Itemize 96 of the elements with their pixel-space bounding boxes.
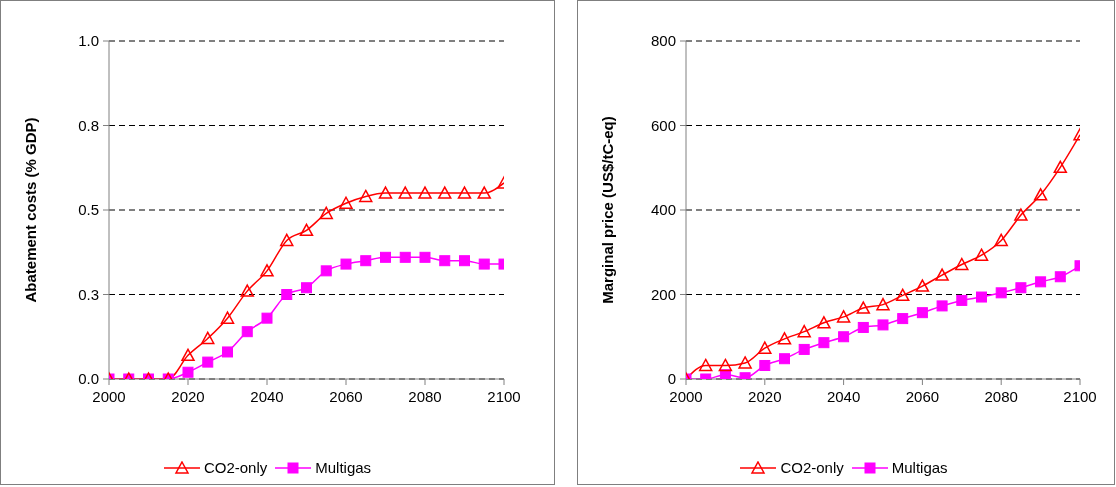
point (719, 369, 731, 379)
point (916, 307, 928, 319)
point (994, 233, 1008, 247)
point (856, 301, 871, 314)
point (418, 186, 432, 199)
point (340, 258, 352, 270)
y-axis-title: Abatement costs (% GDP) (22, 117, 40, 303)
point (201, 331, 215, 345)
point (280, 233, 294, 247)
point (718, 358, 733, 372)
point (897, 313, 909, 325)
point (955, 257, 969, 271)
y-tick-label: 0.5 (78, 201, 99, 219)
point (319, 206, 333, 220)
y-tick-label: 0.0 (78, 370, 99, 388)
point (182, 366, 194, 378)
point (1015, 282, 1027, 294)
point (241, 326, 253, 338)
point (261, 312, 273, 324)
x-tick-label: 2000 (92, 387, 126, 405)
x-tick-label: 2040 (250, 387, 284, 405)
x-tick-label: 2020 (748, 387, 782, 405)
point (359, 189, 373, 203)
point (838, 331, 850, 343)
point (398, 186, 412, 199)
legend-label: CO2-only (203, 459, 268, 476)
point (817, 316, 831, 329)
y-tick-label: 800 (650, 32, 676, 50)
point (240, 284, 254, 297)
point (378, 186, 393, 199)
point (1035, 276, 1047, 288)
point (339, 196, 353, 209)
point (1033, 188, 1048, 201)
point (995, 287, 1007, 299)
point (220, 311, 235, 324)
point (301, 282, 312, 294)
point (758, 341, 772, 354)
point (1054, 271, 1066, 283)
point (478, 258, 490, 270)
point (419, 251, 431, 263)
point (915, 279, 930, 292)
x-tick-label: 2040 (826, 387, 861, 405)
y-tick-label: 0 (667, 370, 676, 388)
point (320, 265, 332, 277)
x-tick-label: 2060 (329, 387, 363, 405)
point (877, 319, 889, 331)
y-axis-title: Marginal price (US$/tC-eq) (599, 116, 617, 304)
x-tick-label: 2100 (1063, 387, 1097, 405)
point (380, 251, 391, 263)
point (876, 297, 890, 311)
point (1014, 208, 1028, 221)
point (797, 324, 811, 338)
point (974, 248, 989, 261)
point (738, 356, 752, 369)
point (202, 356, 214, 368)
x-tick-label: 2080 (984, 387, 1018, 405)
legend-label: Multigas (315, 459, 372, 476)
y-tick-label: 400 (650, 201, 676, 219)
point (457, 186, 472, 199)
point (1053, 160, 1068, 174)
y-tick-label: 0.3 (78, 285, 99, 303)
x-tick-label: 2100 (487, 387, 521, 405)
point (956, 294, 968, 306)
legend-label: Multigas (891, 459, 948, 476)
y-tick-label: 200 (650, 285, 676, 303)
point (299, 223, 314, 237)
point (779, 353, 790, 365)
x-tick-label: 2000 (669, 387, 703, 405)
y-tick-label: 0.8 (78, 116, 99, 134)
point (439, 255, 451, 267)
point (935, 268, 949, 281)
point (818, 337, 830, 349)
point (698, 358, 713, 372)
point (936, 300, 948, 312)
point (777, 332, 792, 345)
point (976, 291, 987, 303)
point (260, 264, 274, 277)
point (281, 289, 293, 300)
point (798, 343, 810, 355)
point (438, 186, 452, 199)
point (857, 321, 869, 333)
point (360, 255, 372, 267)
point (222, 346, 233, 358)
point (181, 348, 195, 362)
point (836, 310, 851, 323)
legend-label: CO2-only (780, 459, 844, 476)
point (399, 251, 411, 263)
y-tick-label: 600 (650, 116, 676, 134)
y-tick-label: 1.0 (78, 32, 99, 50)
point (477, 186, 491, 199)
x-tick-label: 2060 (905, 387, 940, 405)
point (459, 255, 470, 267)
x-tick-label: 2080 (408, 387, 442, 405)
point (759, 359, 771, 371)
point (895, 288, 910, 302)
x-tick-label: 2020 (171, 387, 205, 405)
